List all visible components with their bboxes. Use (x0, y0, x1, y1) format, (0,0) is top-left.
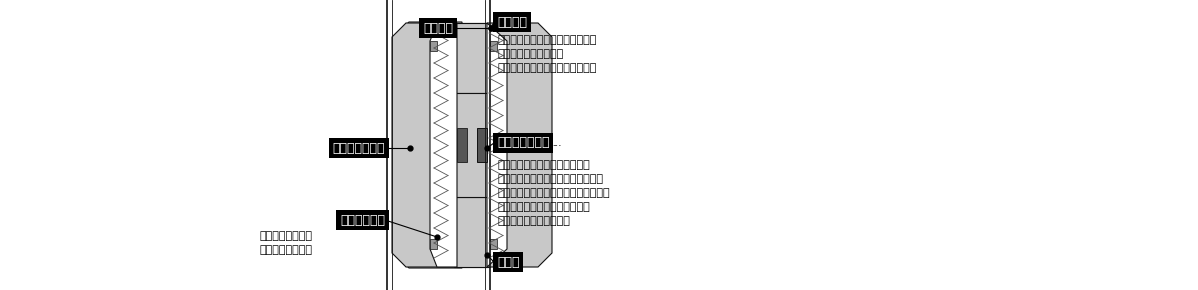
Text: チューブが内側に
変形するのを防止: チューブが内側に 変形するのを防止 (260, 231, 313, 255)
Polygon shape (456, 93, 490, 197)
Polygon shape (454, 93, 488, 197)
Text: 金属スリーブによる強固な保持力
軟質銅管にも使用可能
（ウレタンチューブは使用不可）: 金属スリーブによる強固な保持力 軟質銅管にも使用可能 （ウレタンチューブは使用不… (497, 35, 597, 73)
Polygon shape (456, 197, 490, 267)
Polygon shape (454, 23, 488, 93)
Text: チューブホールド機構により確実な
チューブ挿入感触が得られ、チューブ
締付作業時に、チューブが脱落
することもありません。: チューブホールド機構により確実な チューブ挿入感触が得られ、チューブ 締付作業時… (497, 174, 610, 226)
Polygon shape (430, 23, 456, 267)
Polygon shape (488, 23, 552, 267)
Text: ボディ: ボディ (497, 255, 520, 269)
Text: 締付作業時のチューブ脱落防止: 締付作業時のチューブ脱落防止 (497, 160, 589, 170)
Polygon shape (456, 23, 490, 93)
Polygon shape (430, 239, 437, 249)
Text: フレアエッジ: フレアエッジ (340, 213, 385, 226)
Polygon shape (477, 128, 488, 162)
Polygon shape (393, 22, 462, 268)
Polygon shape (490, 41, 497, 51)
Polygon shape (454, 197, 488, 267)
Polygon shape (392, 23, 456, 267)
Text: チューブ: チューブ (423, 21, 453, 35)
Polygon shape (490, 239, 497, 249)
Polygon shape (488, 23, 507, 267)
Polygon shape (430, 41, 437, 51)
Text: ユニオンナット: ユニオンナット (333, 142, 385, 155)
Text: スリーブ: スリーブ (497, 15, 527, 28)
Text: チューブホルダ: チューブホルダ (497, 137, 550, 150)
Polygon shape (456, 128, 467, 162)
